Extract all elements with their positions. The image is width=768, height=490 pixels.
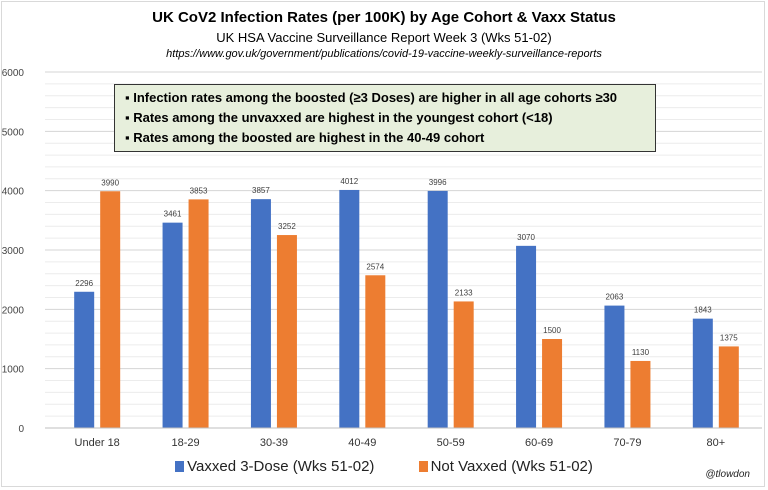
- annotation-line: ▪ Rates among the unvaxxed are highest i…: [125, 110, 553, 125]
- y-tick-label: 2000: [2, 305, 25, 316]
- legend-label-not-vaxxed: Not Vaxxed (Wks 51-02): [430, 458, 593, 475]
- credit: @tlowdon: [705, 469, 750, 480]
- bar-not-vaxxed: [100, 191, 121, 428]
- x-tick-label: 40-49: [348, 437, 376, 449]
- legend-item-not-vaxxed: Not Vaxxed (Wks 51-02): [418, 458, 593, 475]
- bar-not-vaxxed: [453, 301, 474, 428]
- bar-vaxxed: [692, 318, 713, 428]
- bar-vaxxed: [604, 305, 625, 428]
- legend-item-vaxxed: Vaxxed 3-Dose (Wks 51-02): [175, 458, 374, 475]
- x-tick-label: 80+: [706, 437, 725, 449]
- bar-not-vaxxed: [365, 275, 386, 428]
- bar-not-vaxxed: [542, 339, 563, 428]
- data-label: 2063: [606, 293, 624, 302]
- legend-label-vaxxed: Vaxxed 3-Dose (Wks 51-02): [187, 458, 375, 475]
- data-label: 1500: [543, 326, 561, 335]
- bar-not-vaxxed: [718, 346, 739, 428]
- data-label: 2296: [75, 279, 93, 288]
- data-label: 3853: [190, 186, 208, 195]
- bar-vaxxed: [74, 291, 95, 428]
- data-label: 3252: [278, 222, 296, 231]
- y-tick-label: 6000: [2, 68, 25, 79]
- data-label: 3996: [429, 178, 447, 187]
- data-label: 3857: [252, 186, 270, 195]
- annotation-box: ▪ Infection rates among the boosted (≥3 …: [114, 84, 656, 152]
- x-tick-label: 70-79: [613, 437, 641, 449]
- y-tick-label: 0: [18, 424, 24, 435]
- legend-swatch-not-vaxxed: [418, 461, 428, 472]
- chart-subtitle: UK HSA Vaccine Surveillance Report Week …: [216, 30, 552, 45]
- bar-not-vaxxed: [188, 199, 209, 428]
- x-tick-label: 60-69: [525, 437, 553, 449]
- bar-not-vaxxed: [630, 360, 651, 428]
- x-tick-label: 50-59: [437, 437, 465, 449]
- y-tick-label: 3000: [2, 246, 25, 257]
- legend: Vaxxed 3-Dose (Wks 51-02) Not Vaxxed (Wk…: [0, 458, 768, 475]
- bar-vaxxed: [250, 199, 271, 428]
- data-label: 3990: [101, 178, 119, 187]
- data-label: 3070: [517, 233, 535, 242]
- bar-vaxxed: [427, 190, 448, 428]
- annotation-line: ▪ Rates among the boosted are highest in…: [125, 130, 485, 145]
- data-label: 1843: [694, 306, 712, 315]
- x-tick-label: 18-29: [171, 437, 199, 449]
- x-tick-label: Under 18: [75, 437, 120, 449]
- y-tick-label: 1000: [2, 365, 25, 376]
- data-label: 1375: [720, 333, 738, 342]
- x-tick-label: 30-39: [260, 437, 288, 449]
- annotation-line: ▪ Infection rates among the boosted (≥3 …: [125, 90, 618, 105]
- bar-vaxxed: [339, 189, 360, 428]
- bar-vaxxed: [162, 222, 183, 428]
- y-tick-label: 4000: [2, 187, 25, 198]
- source-url: https://www.gov.uk/government/publicatio…: [166, 48, 602, 60]
- legend-swatch-vaxxed: [175, 461, 185, 472]
- data-label: 3461: [164, 210, 182, 219]
- data-label: 2133: [455, 288, 473, 297]
- bar-vaxxed: [516, 245, 537, 428]
- data-label: 2574: [366, 262, 384, 271]
- data-label: 4012: [340, 177, 358, 186]
- y-tick-label: 5000: [2, 127, 25, 138]
- data-label: 1130: [632, 348, 650, 357]
- bar-not-vaxxed: [276, 235, 297, 428]
- chart-title: UK CoV2 Infection Rates (per 100K) by Ag…: [152, 9, 616, 26]
